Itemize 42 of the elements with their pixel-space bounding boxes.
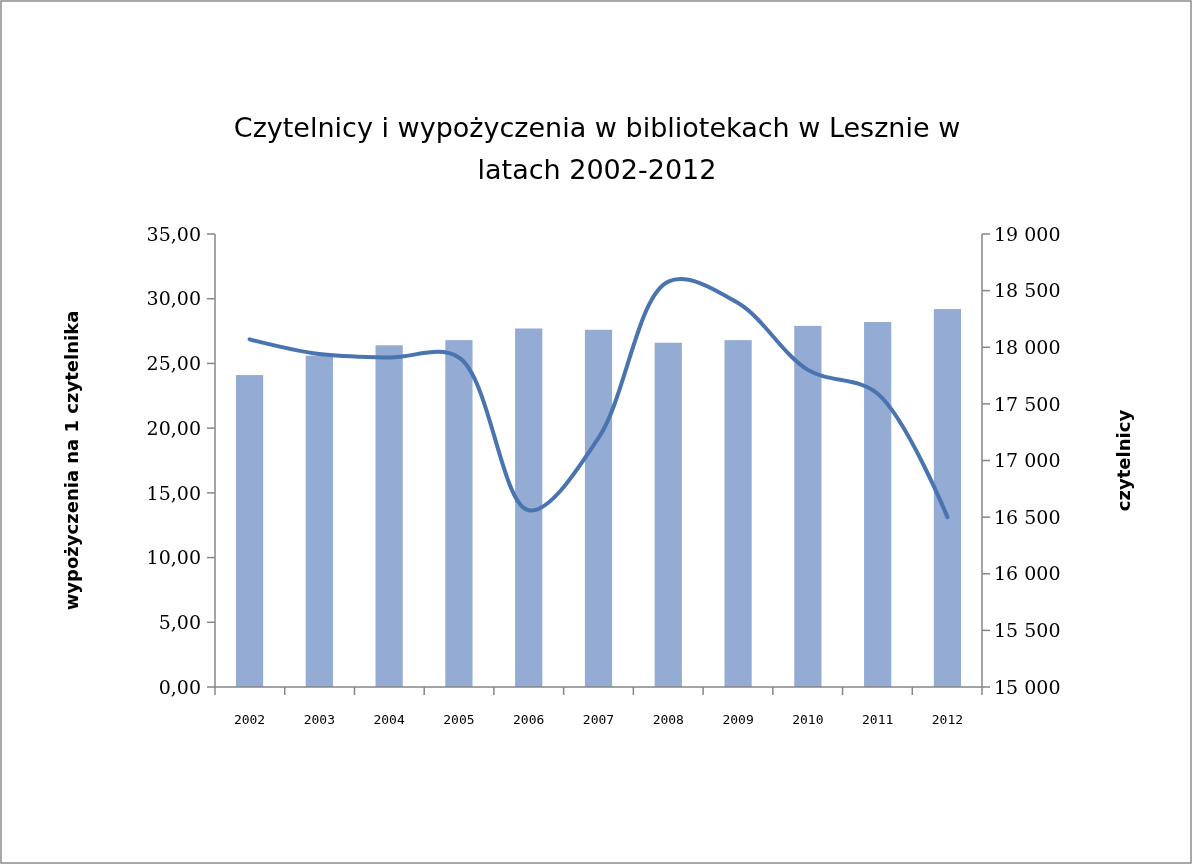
y-tick-label: 25,00 [146, 352, 201, 375]
x-tick-label: 2012 [931, 712, 964, 727]
bar [305, 355, 333, 687]
y2-tick-label: 19 000 [994, 222, 1061, 245]
bar [375, 345, 403, 687]
y-tick-label: 5,00 [158, 610, 201, 633]
bar [724, 340, 752, 687]
x-tick-label: 2008 [652, 712, 684, 727]
bar [864, 322, 892, 687]
bar [445, 340, 473, 687]
y-tick-label: 35,00 [146, 222, 201, 245]
y-tick-label: 10,00 [146, 546, 201, 569]
x-tick-label: 2010 [792, 712, 824, 727]
y2-tick-label: 15 500 [994, 619, 1061, 642]
x-tick-label: 2006 [513, 712, 545, 727]
chart-title: Czytelnicy i wypożyczenia w bibliotekach w Lesznie w latach 2002-2012 [233, 112, 961, 185]
y-tick-label: 20,00 [146, 416, 201, 439]
x-tick-label: 2004 [373, 712, 405, 727]
bar [654, 342, 682, 687]
bar [584, 329, 613, 687]
y2-tick-label: 17 000 [994, 449, 1061, 472]
bar [515, 328, 543, 687]
x-tick-label: 2005 [443, 712, 475, 727]
x-tick-label: 2002 [233, 712, 266, 727]
y2-tick-label: 15 000 [994, 675, 1061, 698]
y-axis-title: wypożyczenia na 1 czytelnika [61, 310, 82, 611]
y-tick-label: 0,00 [158, 675, 201, 698]
y-tick-label: 30,00 [146, 287, 201, 310]
y2-tick-label: 16 000 [994, 562, 1061, 585]
y2-tick-label: 16 500 [994, 505, 1061, 528]
y2-tick-label: 18 000 [994, 335, 1061, 358]
bar [794, 325, 822, 687]
x-tick-label: 2003 [303, 712, 335, 727]
y2-axis-title: czytelnicy [1113, 409, 1134, 512]
y2-tick-label: 17 500 [994, 392, 1061, 415]
y2-tick-label: 18 500 [994, 279, 1061, 302]
bar [235, 375, 264, 687]
y-tick-label: 15,00 [146, 481, 201, 504]
x-tick-label: 2007 [582, 712, 615, 727]
bar [933, 309, 962, 687]
x-tick-label: 2009 [722, 712, 754, 727]
x-tick-label: 2011 [862, 712, 894, 727]
